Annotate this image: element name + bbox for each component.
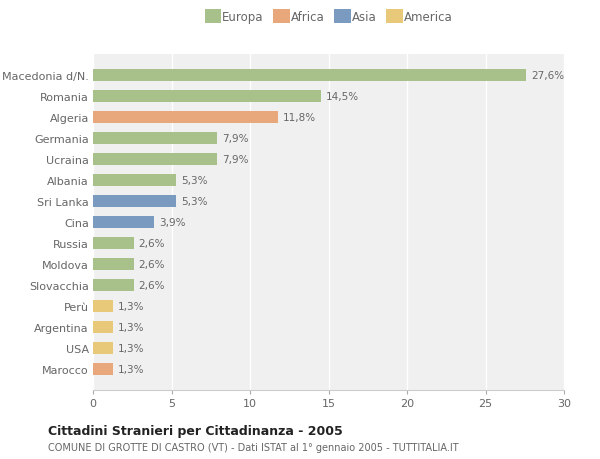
Bar xyxy=(93,301,113,312)
Text: COMUNE DI GROTTE DI CASTRO (VT) - Dati ISTAT al 1° gennaio 2005 - TUTTITALIA.IT: COMUNE DI GROTTE DI CASTRO (VT) - Dati I… xyxy=(48,442,458,452)
Text: 5,3%: 5,3% xyxy=(181,176,208,186)
Bar xyxy=(93,70,526,82)
Text: 2,6%: 2,6% xyxy=(139,239,165,248)
Bar xyxy=(93,342,113,354)
Bar xyxy=(93,259,134,270)
Bar xyxy=(93,364,113,375)
Text: 27,6%: 27,6% xyxy=(531,71,564,81)
Bar xyxy=(93,175,176,186)
Text: 7,9%: 7,9% xyxy=(222,134,248,144)
Text: 5,3%: 5,3% xyxy=(181,197,208,207)
Text: 1,3%: 1,3% xyxy=(118,322,145,332)
Text: 2,6%: 2,6% xyxy=(139,259,165,269)
Text: 14,5%: 14,5% xyxy=(325,92,358,102)
Text: 2,6%: 2,6% xyxy=(139,280,165,291)
Bar xyxy=(93,280,134,291)
Bar xyxy=(93,238,134,249)
Bar xyxy=(93,322,113,333)
Text: 11,8%: 11,8% xyxy=(283,113,316,123)
Text: 7,9%: 7,9% xyxy=(222,155,248,165)
Text: 3,9%: 3,9% xyxy=(159,218,185,228)
Text: 1,3%: 1,3% xyxy=(118,343,145,353)
Bar xyxy=(93,196,176,207)
Bar xyxy=(93,91,320,103)
Bar xyxy=(93,112,278,123)
Legend: Europa, Africa, Asia, America: Europa, Africa, Asia, America xyxy=(201,7,456,28)
Bar xyxy=(93,217,154,229)
Text: Cittadini Stranieri per Cittadinanza - 2005: Cittadini Stranieri per Cittadinanza - 2… xyxy=(48,425,343,437)
Text: 1,3%: 1,3% xyxy=(118,364,145,374)
Bar xyxy=(93,133,217,145)
Text: 1,3%: 1,3% xyxy=(118,302,145,311)
Bar xyxy=(93,154,217,166)
